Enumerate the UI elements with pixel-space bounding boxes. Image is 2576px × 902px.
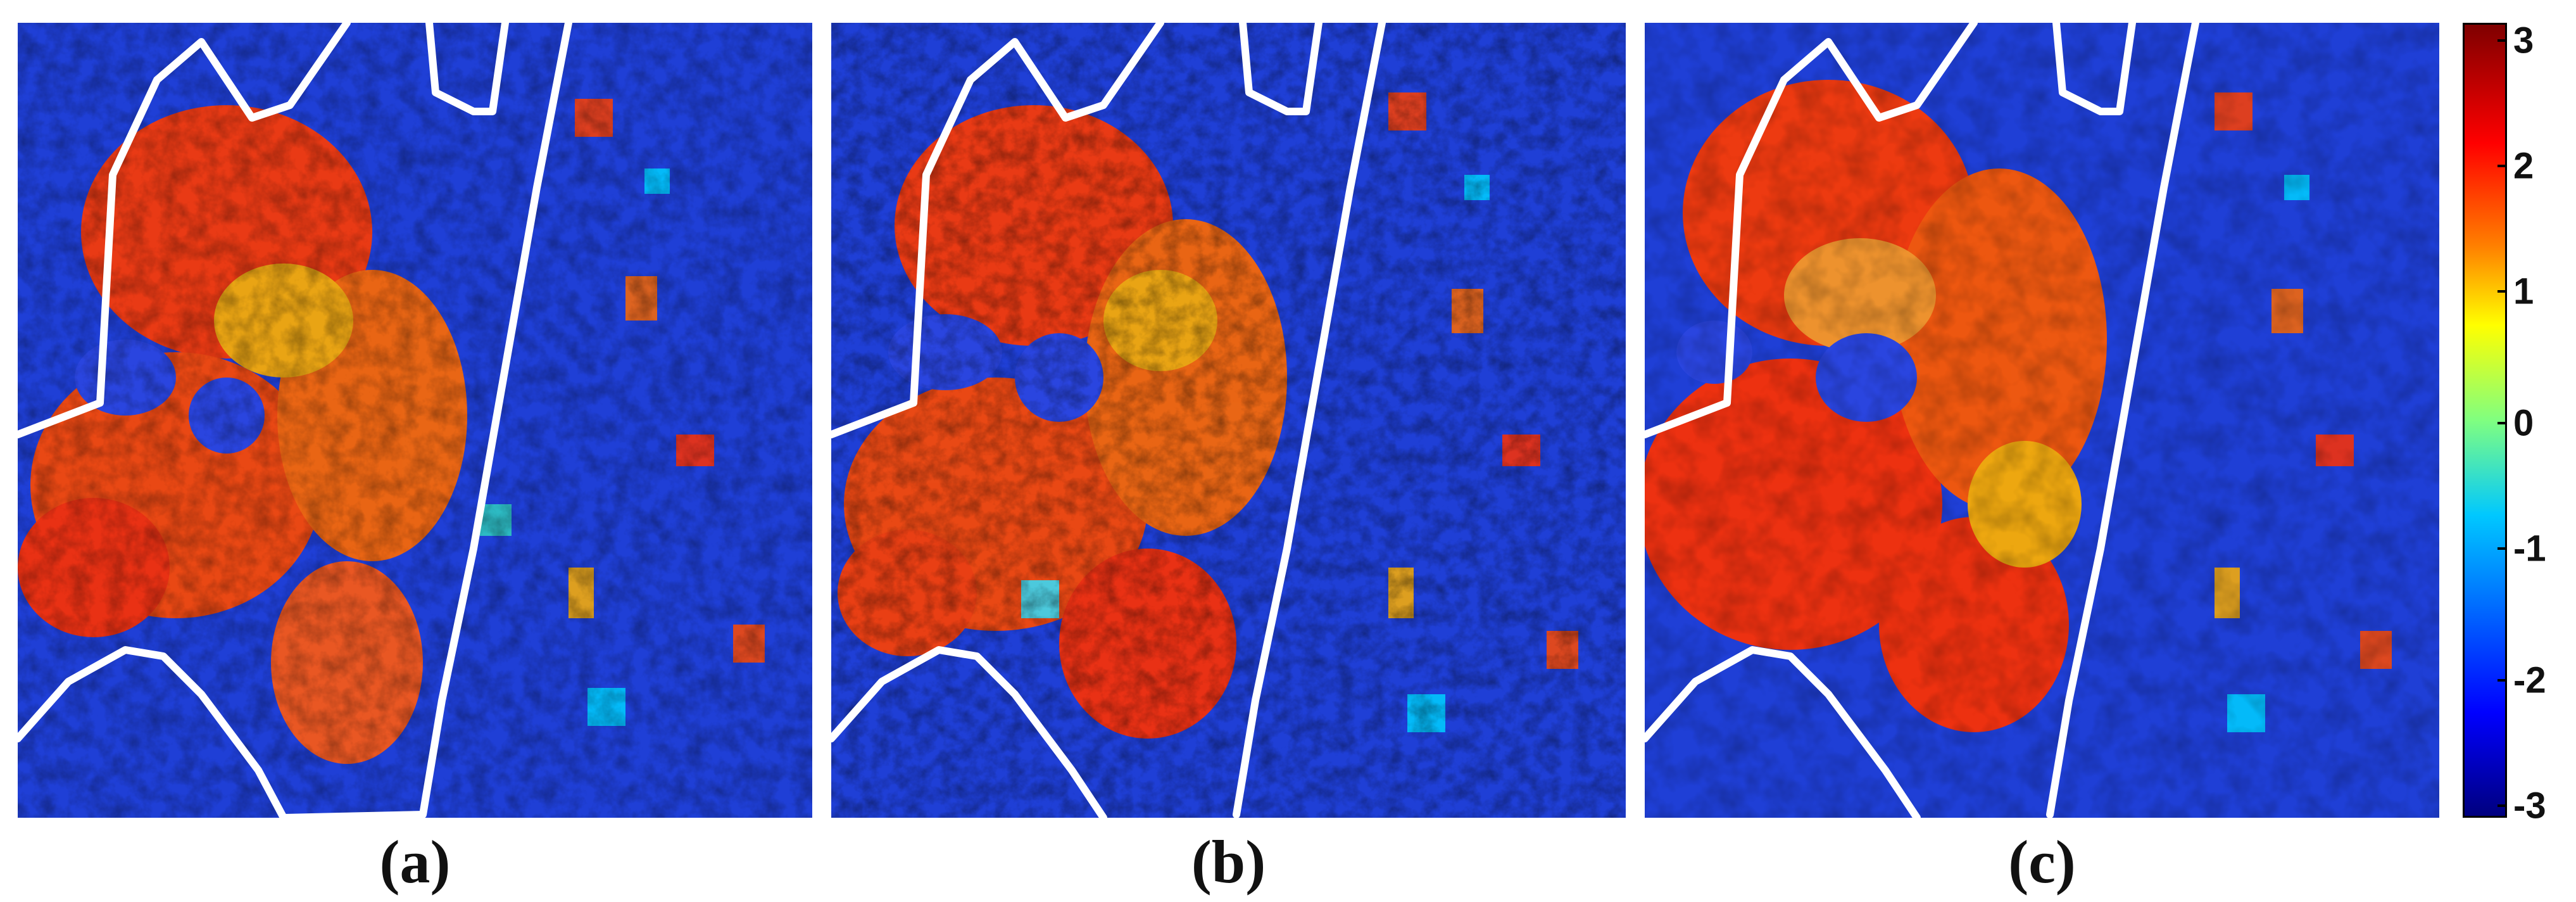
colorbar-tick-label: 1 [2513,270,2534,312]
caption-c: (c) [2008,828,2076,896]
boundary-lines [18,23,572,818]
phase-map-panel-a [18,23,812,818]
colorbar-tick-label: 2 [2513,145,2534,187]
colorbar-tickmark [2497,39,2507,42]
phase-map-panel-c [1645,23,2439,818]
colorbar-tickmark [2497,290,2507,293]
boundary-lines [831,23,1386,818]
phase-map-c [1645,23,2439,818]
phase-map-b [831,23,1626,818]
phase-map-a [18,23,812,818]
colorbar-tick-label: 3 [2513,20,2534,61]
colorbar-gradient [2463,23,2507,818]
colorbar-tick-label: -2 [2513,659,2546,701]
colorbar-tick-label: 0 [2513,402,2534,444]
colorbar-tickmark [2497,679,2507,682]
colorbar-tickmark [2497,804,2507,807]
colorbar-tickmark [2497,165,2507,167]
colorbar-tickmark [2497,547,2507,550]
colorbar [2463,23,2507,818]
boundary-lines [1645,23,2199,818]
phase-map-panel-b [831,23,1626,818]
colorbar-tickmark [2497,422,2507,424]
caption-b: (b) [1191,828,1266,896]
colorbar-tick-label: -3 [2513,785,2546,827]
caption-a: (a) [379,828,451,896]
colorbar-tick-label: -1 [2513,528,2546,569]
